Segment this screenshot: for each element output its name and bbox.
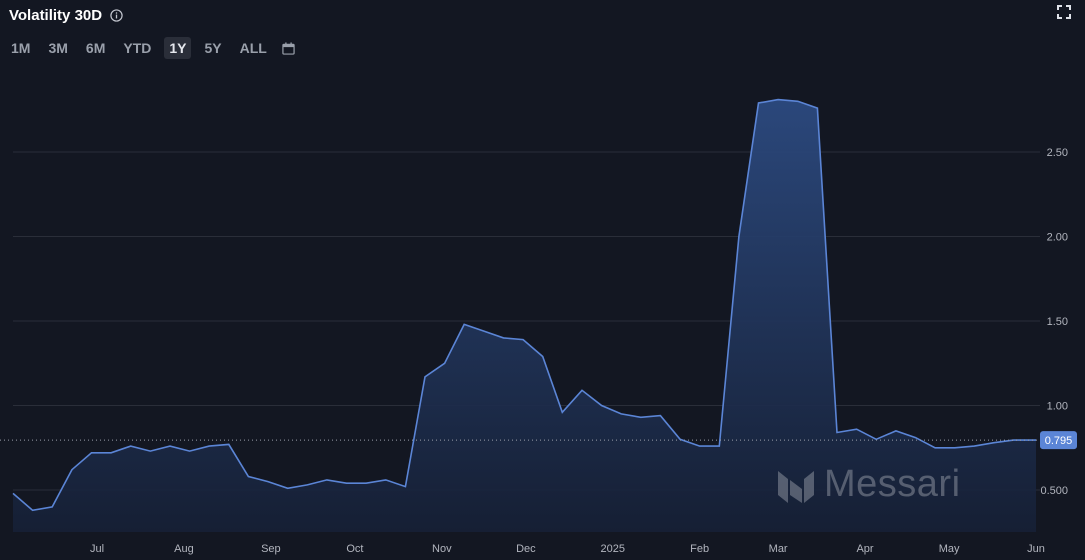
x-tick-label: May <box>939 543 960 555</box>
range-all-button[interactable]: ALL <box>239 40 267 56</box>
chart-header: Volatility 30D <box>9 4 123 26</box>
messari-watermark: Messari <box>776 463 961 506</box>
calendar-icon[interactable] <box>282 41 295 55</box>
range-ytd-button[interactable]: YTD <box>123 40 152 56</box>
x-tick-label: Sep <box>261 543 281 555</box>
last-value-label: 0.795 <box>1045 435 1073 447</box>
range-6m-button[interactable]: 6M <box>85 40 106 56</box>
x-tick-label: Aug <box>174 543 194 555</box>
volatility-line <box>12 98 1036 512</box>
x-tick-label: 2025 <box>601 543 625 555</box>
fullscreen-icon[interactable] <box>1057 5 1071 19</box>
y-tick-label: 1.50 <box>1047 316 1068 328</box>
range-3m-button[interactable]: 3M <box>48 40 68 56</box>
y-tick-label: 2.00 <box>1047 232 1068 244</box>
y-tick-label: 2.50 <box>1047 147 1068 159</box>
y-tick-label: 0.500 <box>1040 485 1068 497</box>
range-5y-button[interactable]: 5Y <box>204 40 222 56</box>
x-tick-label: Nov <box>432 543 452 555</box>
range-1m-button[interactable]: 1M <box>11 40 31 56</box>
range-selector: 1M 3M 6M YTD 1Y 5Y ALL <box>6 37 295 59</box>
x-tick-label: Oct <box>346 543 363 555</box>
chart-title: Volatility 30D <box>9 6 103 24</box>
x-tick-label: Dec <box>516 543 536 555</box>
last-value-badge: 0.795 <box>1040 431 1077 450</box>
x-tick-label: Jul <box>90 543 104 555</box>
volatility-area <box>13 99 1036 532</box>
info-icon[interactable] <box>110 8 123 22</box>
range-1y-button[interactable]: 1Y <box>164 37 192 59</box>
y-tick-label: 1.00 <box>1047 401 1068 413</box>
x-tick-label: Mar <box>769 543 788 555</box>
x-tick-label: Apr <box>856 543 873 555</box>
x-tick-label: Jun <box>1027 543 1045 555</box>
watermark-text: Messari <box>824 463 961 505</box>
messari-logo-icon <box>778 470 814 503</box>
x-tick-label: Feb <box>690 543 709 555</box>
